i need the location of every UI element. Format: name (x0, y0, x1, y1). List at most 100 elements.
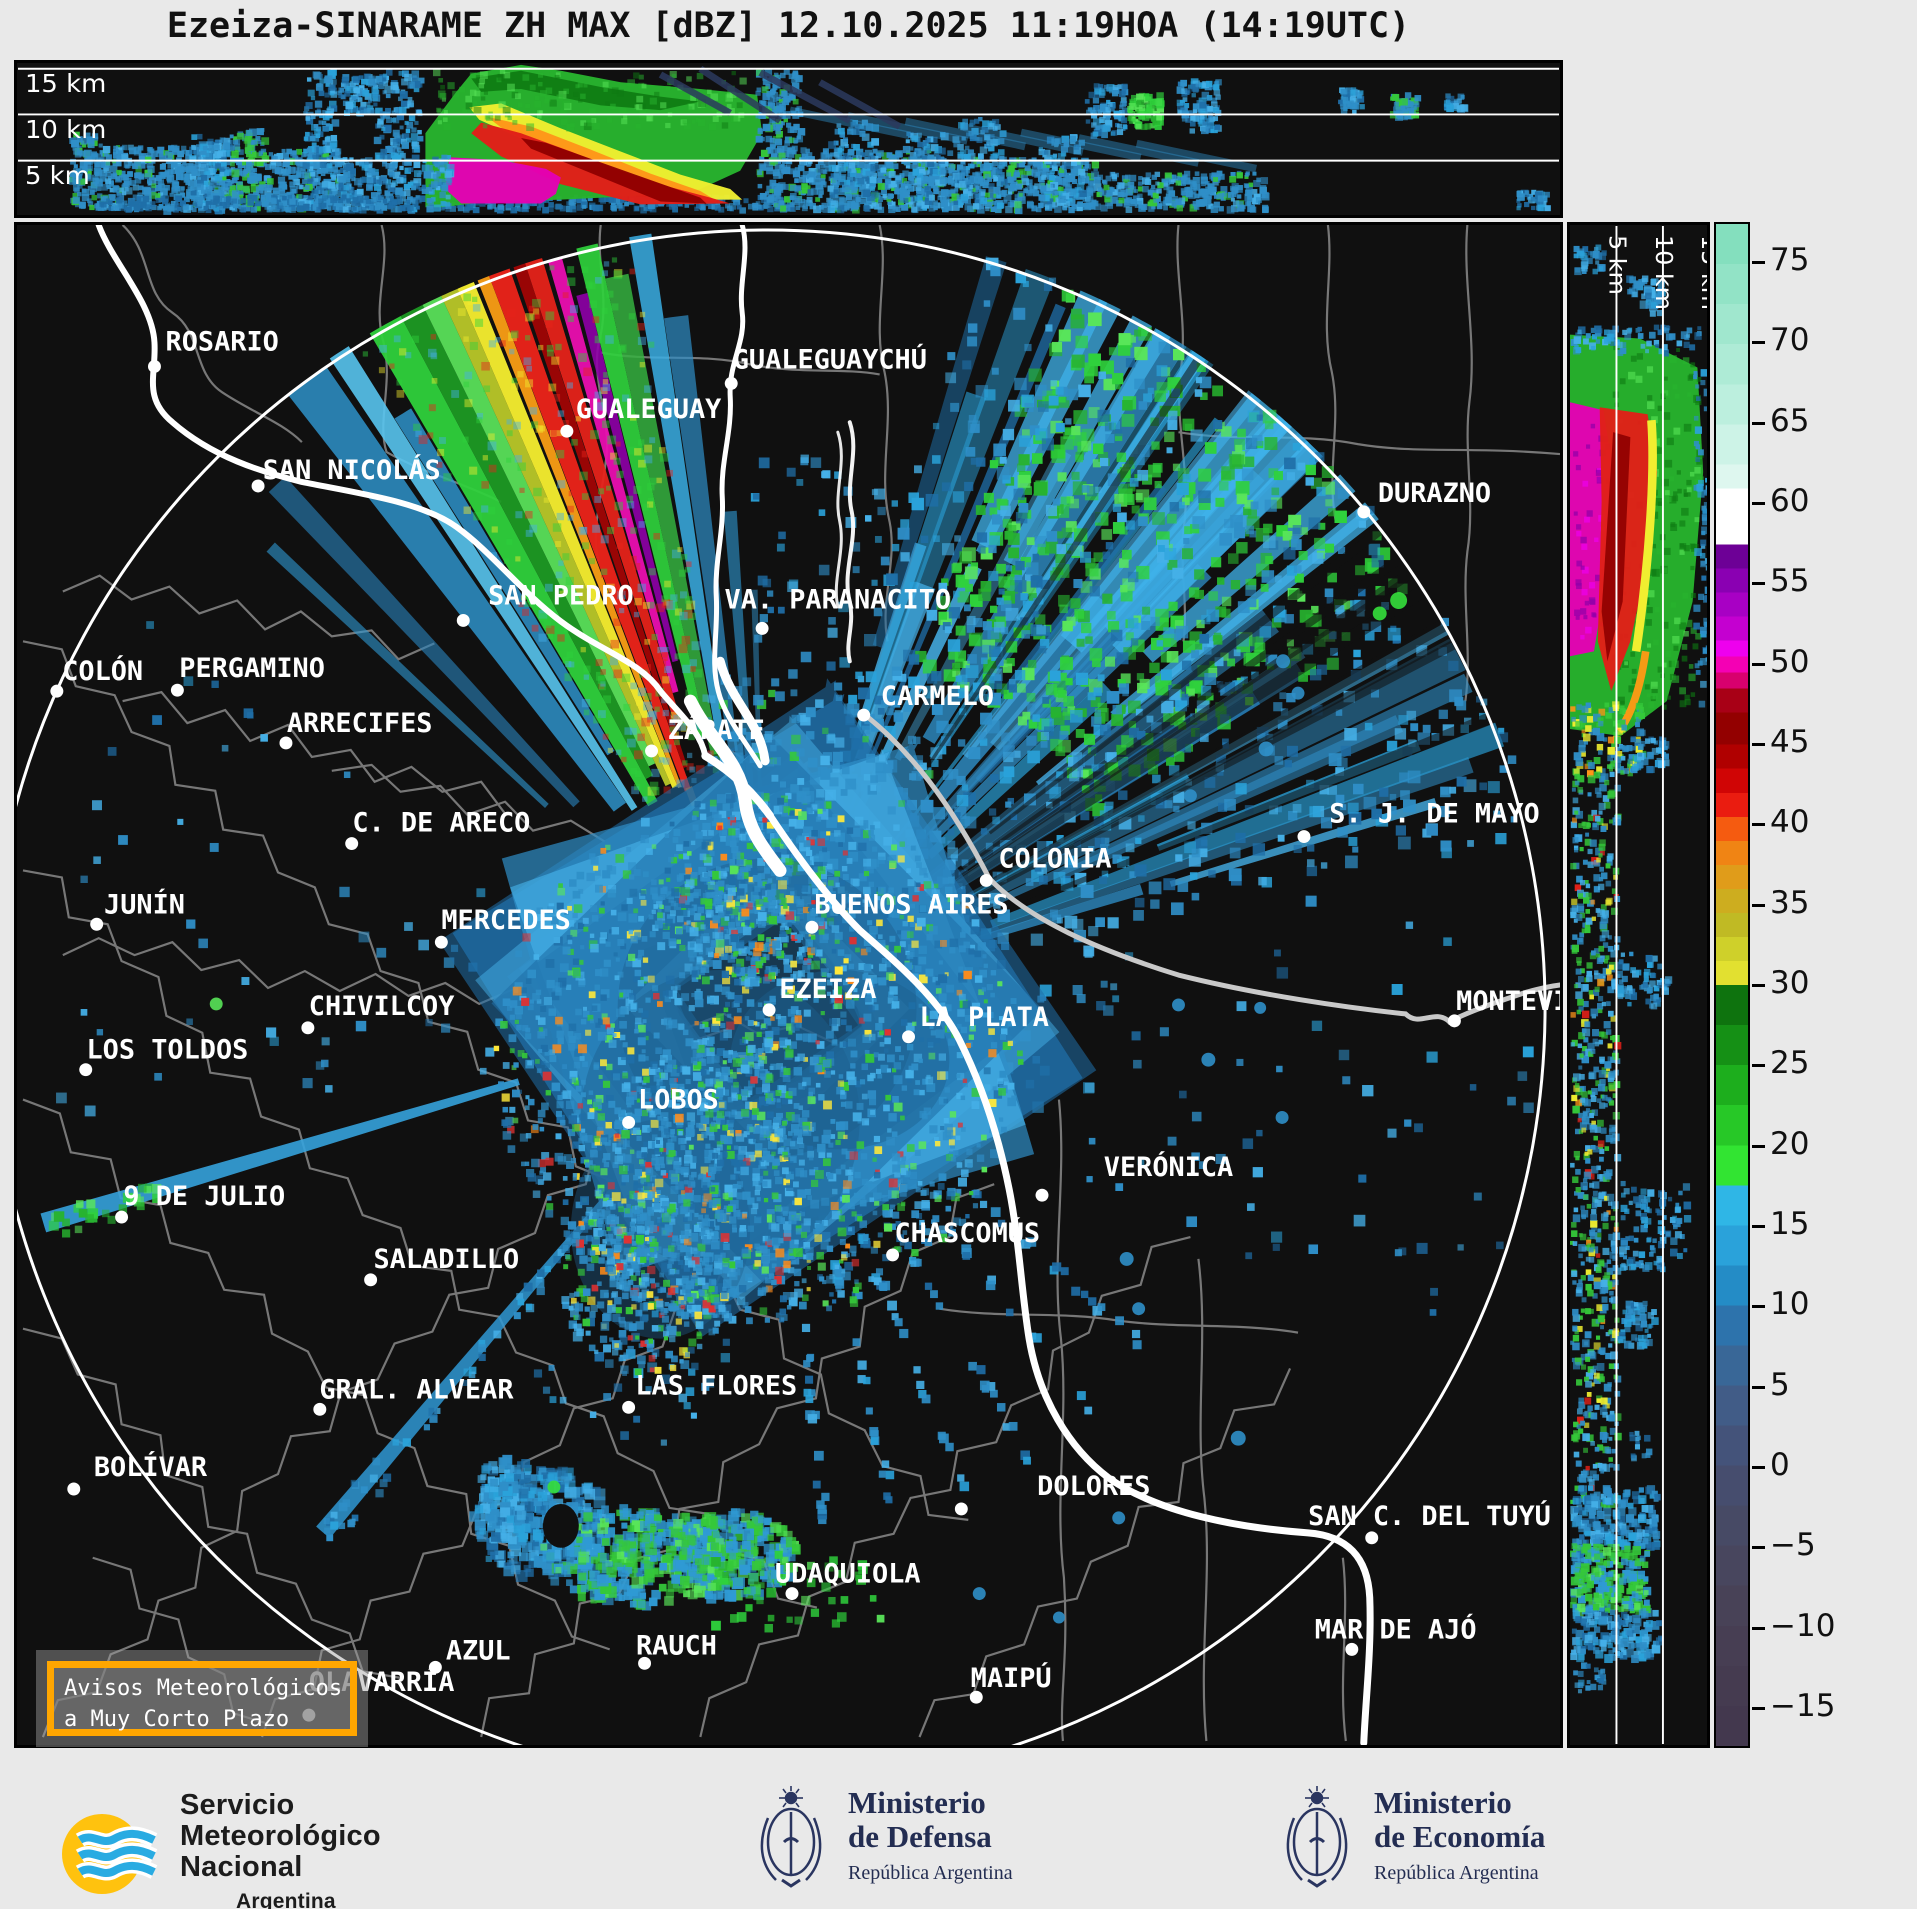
altitude-label: 10 km (1650, 235, 1677, 310)
city-label: CHASCOMÚS (894, 1217, 1040, 1249)
dbz-colorbar (1714, 222, 1750, 1748)
colorbar-tick (1752, 1546, 1765, 1550)
city-label: BUENOS AIRES (814, 889, 1008, 920)
colorbar-tick-label: 25 (1770, 1045, 1810, 1082)
city-dot (251, 479, 265, 493)
colorbar-tick-label: −10 (1770, 1607, 1836, 1644)
argentina-coat-of-arms-icon (760, 1786, 822, 1888)
city-dot (79, 1063, 93, 1077)
colorbar-tick-label: 10 (1770, 1286, 1810, 1323)
colorbar-tick (1752, 582, 1765, 586)
city-dot (954, 1502, 968, 1516)
defensa-line3: República Argentina (848, 1862, 1013, 1884)
city-dot (279, 736, 293, 750)
colorbar-tick (1752, 662, 1765, 666)
city-label: DURAZNO (1378, 478, 1491, 509)
smn-logo-icon (62, 1813, 158, 1894)
city-label: COLONIA (998, 843, 1111, 874)
colorbar-tick-label: 35 (1770, 884, 1810, 921)
colorbar-tick (1752, 984, 1765, 987)
city-dot (785, 1587, 799, 1601)
city-label: MERCEDES (441, 905, 570, 936)
city-label: DOLORES (1037, 1471, 1150, 1502)
altitude-label: 5 km (1603, 235, 1630, 295)
colorbar-tick-label: 45 (1770, 724, 1810, 761)
city-dot (638, 1656, 652, 1670)
right-cross-section-panel: 5 km 10 km 15 km (1567, 222, 1710, 1748)
colorbar-tick-label: 70 (1770, 322, 1810, 359)
city-label: UDAQUIOLA (775, 1559, 921, 1590)
city-label: SALADILLO (374, 1244, 520, 1275)
altitude-label: 5 km (25, 162, 90, 191)
economia-line3: República Argentina (1374, 1862, 1539, 1884)
city-dot (622, 1115, 636, 1129)
city-dot (1345, 1642, 1359, 1656)
colorbar-tick (1752, 743, 1765, 747)
city-dot (434, 935, 448, 949)
city-label: MAR DE AJÓ (1315, 1613, 1477, 1645)
colorbar-tick-label: 15 (1770, 1206, 1810, 1243)
city-dot (979, 873, 993, 887)
colorbar-tick (1752, 1064, 1765, 1068)
defensa-line2: de Defensa (848, 1819, 992, 1854)
city-dot (886, 1248, 900, 1262)
warning-box[interactable]: Avisos Meteorológicos a Muy Corto Plazo (36, 1650, 368, 1747)
city-dot (1035, 1188, 1049, 1202)
colorbar-tick-label: 75 (1770, 242, 1810, 279)
city-dot (364, 1273, 378, 1287)
colorbar-tick (1752, 823, 1765, 827)
colorbar-tick-label: 65 (1770, 402, 1810, 439)
colorbar-tick-label: −15 (1770, 1688, 1836, 1725)
colorbar-tick-label: 60 (1770, 483, 1810, 520)
radar-map-panel: ROSARIO GUALEGUAYCHÚ GUALEGUAY SAN NICOLÁS D… (14, 222, 1563, 1748)
city-dot (1357, 505, 1371, 519)
city-label: JUNÍN (104, 888, 185, 920)
city-dot (805, 920, 819, 934)
city-label: COLÓN (62, 655, 143, 687)
colorbar-tick (1752, 1305, 1765, 1309)
city-label: CHIVILCOY (309, 991, 455, 1022)
city-dot (456, 613, 470, 627)
city-dot (67, 1482, 81, 1496)
colorbar-tick-label: 50 (1770, 643, 1810, 680)
rivers-coastlines (95, 225, 1560, 1745)
city-label: LOBOS (638, 1085, 719, 1116)
top-cross-section-panel: 15 km 10 km 5 km (14, 60, 1563, 218)
right-cross-section: 5 km 10 km 15 km (1570, 225, 1707, 1745)
colorbar-tick-label: 5 (1770, 1366, 1790, 1403)
top-cross-section: 15 km 10 km 5 km (17, 63, 1560, 215)
smn-line1: Servicio (180, 1789, 295, 1821)
city-dot (857, 708, 871, 722)
city-label: AZUL (446, 1635, 511, 1666)
radar-map: ROSARIO GUALEGUAYCHÚ GUALEGUAY SAN NICOLÁS D… (17, 225, 1560, 1745)
city-label: MAIPÚ (971, 1662, 1052, 1694)
altitude-label: 10 km (25, 115, 106, 144)
colorbar-tick (1752, 903, 1765, 907)
colorbar-tick (1752, 421, 1765, 425)
colorbar-tick-label: −5 (1770, 1527, 1816, 1564)
colorbar-tick (1752, 341, 1765, 345)
city-dot (622, 1400, 636, 1414)
city-dot (1297, 830, 1311, 844)
city-dot (1447, 1014, 1461, 1028)
colorbar-tick (1752, 1385, 1765, 1389)
city-dot (1365, 1531, 1379, 1545)
colorbar-tick (1752, 1224, 1765, 1228)
city-dot (902, 1030, 916, 1044)
smn-line3: Nacional (180, 1851, 303, 1883)
defensa-line1: Ministerio (848, 1785, 986, 1820)
city-label: ROSARIO (166, 327, 279, 358)
city-dot (755, 621, 769, 635)
city-dot (645, 744, 659, 758)
city-dot (50, 684, 64, 698)
range-ring (17, 228, 1547, 1745)
radar-echoes (40, 233, 1534, 1633)
city-dot (969, 1690, 983, 1704)
city-dot (428, 1660, 442, 1674)
city-dot (345, 837, 359, 851)
city-label: EZEIZA (779, 974, 876, 1005)
smn-line2: Meteorológico (180, 1820, 381, 1852)
city-label: CARMELO (881, 681, 994, 712)
colorbar-tick-label: 0 (1770, 1447, 1790, 1484)
